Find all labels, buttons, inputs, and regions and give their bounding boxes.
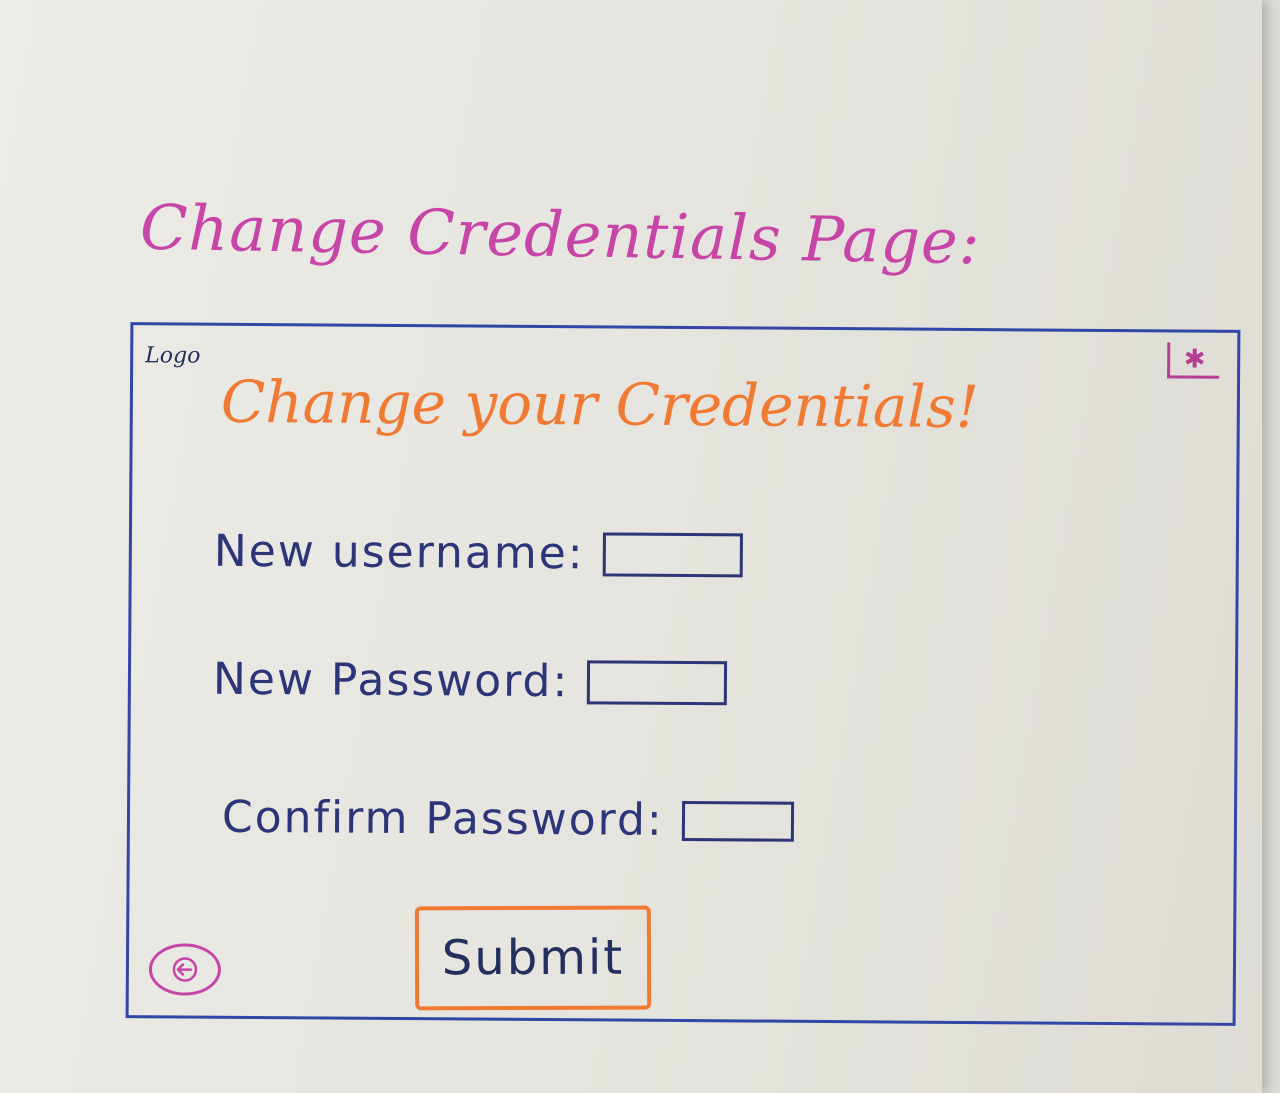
- username-input[interactable]: [602, 531, 743, 577]
- app-window-frame: Logo ✱ Change your Credentials! New user…: [125, 322, 1241, 1026]
- username-label: New username:: [213, 525, 585, 580]
- confirm-password-input[interactable]: [681, 800, 794, 842]
- confirm-password-label: Confirm Password:: [221, 791, 664, 846]
- username-row: New username:: [214, 526, 743, 581]
- form-title: Change your Credentials!: [220, 367, 980, 442]
- password-label: New Password:: [212, 653, 570, 708]
- confirm-password-row: Confirm Password:: [222, 792, 794, 847]
- back-button[interactable]: [148, 943, 222, 996]
- password-input[interactable]: [587, 659, 728, 705]
- logo: Logo: [145, 343, 201, 369]
- password-row: New Password:: [213, 654, 728, 709]
- favorite-button[interactable]: ✱: [1167, 342, 1220, 379]
- page-heading: Change Credentials Page:: [139, 190, 982, 279]
- arrow-left-icon: [172, 957, 198, 982]
- star-icon: ✱: [1183, 343, 1206, 375]
- submit-button[interactable]: Submit: [414, 905, 652, 1011]
